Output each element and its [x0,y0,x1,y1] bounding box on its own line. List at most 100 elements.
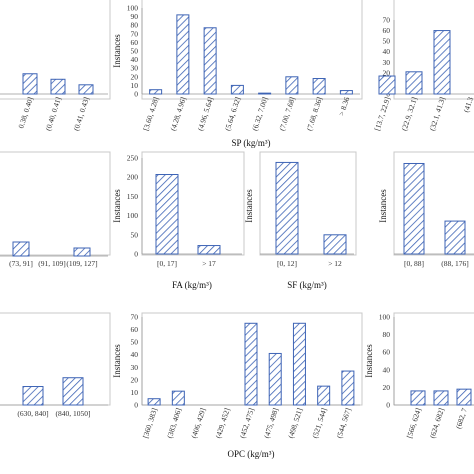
y-tick-label: 60 [383,26,391,35]
chart-panel-mid-center: 0 50 100 150 200 250 Instances [0, 17] > 17 FA (k… [112,151,245,290]
bar-bottom-mid-1 [171,390,185,406]
x-tick-label: [3.60, 4.28] [141,96,160,132]
x-tick-label: [0, 17] [157,259,177,268]
panel-frame [0,151,111,256]
y-tick-label: 10 [131,81,139,90]
y-tick-label: 200 [127,173,139,182]
y-tick-label: 30 [383,58,391,67]
x-tick-label: (5.64, 6.32] [223,96,242,132]
bar-top-mid-0 [149,89,163,95]
panel-frame [141,0,363,100]
y-tick-label: 70 [131,313,139,322]
bar-top-mid-6 [312,78,326,95]
y-tick-label: 60 [131,38,139,47]
y-axis-title: Instances [364,344,374,378]
bar-bottom-mid-8 [341,370,355,406]
bar-bottom-mid-6 [292,322,306,406]
bar-bottom-left-1 [22,386,44,406]
y-tick-label: 80 [383,330,391,339]
panel-frame [0,0,111,100]
x-tick-label: (406, 429] [189,407,207,440]
x-tick-label: > 17 [202,259,216,268]
bar-top-mid-3 [230,84,244,95]
bar-top-right-2 [433,30,451,95]
panel-frame [0,312,111,406]
bar-bottom-left-2 [62,377,84,406]
y-tick-label: 20 [383,383,391,392]
bar-mid-left-3 [73,247,91,257]
y-tick-label: 50 [131,338,139,347]
y-axis-title: Instances [244,189,254,223]
y-tick-label: 70 [383,16,391,25]
bar-top-mid-1 [176,14,190,95]
x-tick-label: (521, 544] [310,407,328,440]
bar-top-left-2 [50,78,66,95]
x-tick-label: (32.1, 41.3] [428,96,447,132]
x-tick-label: (475, 498] [262,407,280,440]
y-tick-label: 0 [134,250,138,259]
y-axis-title: Instances [112,34,122,68]
y-tick-label: 40 [383,47,391,56]
y-tick-label: 40 [131,55,139,64]
y-tick-label: 20 [131,375,139,384]
bar-bottom-mid-7 [317,385,331,406]
y-tick-label: 40 [131,350,139,359]
y-tick-label: 70 [131,29,139,38]
x-tick-label: (4.96, 5.64] [196,96,215,132]
y-tick-label: 60 [383,348,391,357]
x-tick-label: (383, 406] [165,407,183,440]
chart-panel-bottom-left: 30](630, 840](840, 1050] [0,312,111,418]
x-axis-title: FA (kg/m³) [172,280,212,290]
y-tick-label: 30 [131,64,139,73]
x-tick-label: (0.40, 0.41] [44,96,63,132]
y-tick-label: 0 [134,401,138,410]
panel-frame [259,151,357,256]
y-tick-label: 50 [131,230,139,239]
y-tick-label: 0 [386,401,390,410]
x-tick-label: [360, 383] [141,407,159,440]
x-tick-label: (73, 91] [9,259,33,268]
y-tick-label: 90 [131,12,139,21]
x-tick-label: (7.00, 7.68] [277,96,296,132]
x-tick-label: [13.7, 22.9] [373,96,392,132]
chart-panel-mid-left: 8](73, 91](91, 109](109, 127]ys) [0,151,111,268]
bar-top-mid-4 [258,92,272,95]
x-tick-label: (452, 475] [238,407,256,440]
bar-top-left-1 [22,73,38,95]
bar-mid-center-1 [197,245,221,255]
bar-bottom-mid-4 [244,322,258,406]
bar-top-right-1 [405,71,423,95]
y-tick-label: 0 [134,90,138,99]
chart-panel-mid-right: Instances [0, 12] > 12 SF (kg/m³) [244,151,357,290]
bar-top-left-3 [78,84,94,95]
bar-top-mid-7 [339,90,353,95]
y-tick-label: 40 [383,365,391,374]
y-tick-label: 20 [383,68,391,77]
y-axis-title: Instances [112,189,122,223]
bar-mid-right-1 [323,234,347,255]
y-tick-label: 20 [131,72,139,81]
y-tick-label: 30 [131,363,139,372]
x-tick-label: (7.68, 8.36] [305,96,324,132]
x-tick-label: (4.28, 4.96] [168,96,187,132]
bar-mid-far-right-0 [403,162,425,255]
bar-top-right-0 [378,75,396,95]
x-tick-label: (840, 1050] [56,409,91,418]
y-tick-label: 150 [127,192,139,201]
bar-mid-right-0 [275,161,299,255]
bar-bottom-right-1 [433,390,449,406]
bar-bottom-mid-0 [147,398,161,406]
x-tick-label: [0, 12] [277,259,297,268]
y-tick-label: 10 [131,388,139,397]
x-tick-label: (22.9, 32.1] [400,96,419,132]
y-tick-label: 100 [127,211,139,220]
x-axis-title: SP (kg/m³) [231,138,270,148]
bar-top-mid-2 [203,27,217,95]
chart-panel-top-left: …8]0.38, 0.40](0.40, 0.41](0.41, 0.43] [0,0,111,132]
y-tick-label: 60 [131,325,139,334]
x-tick-label: (429, 452] [213,407,231,440]
x-axis-title: OPC (kg/m³) [228,449,275,459]
bar-mid-center-0 [155,174,179,255]
